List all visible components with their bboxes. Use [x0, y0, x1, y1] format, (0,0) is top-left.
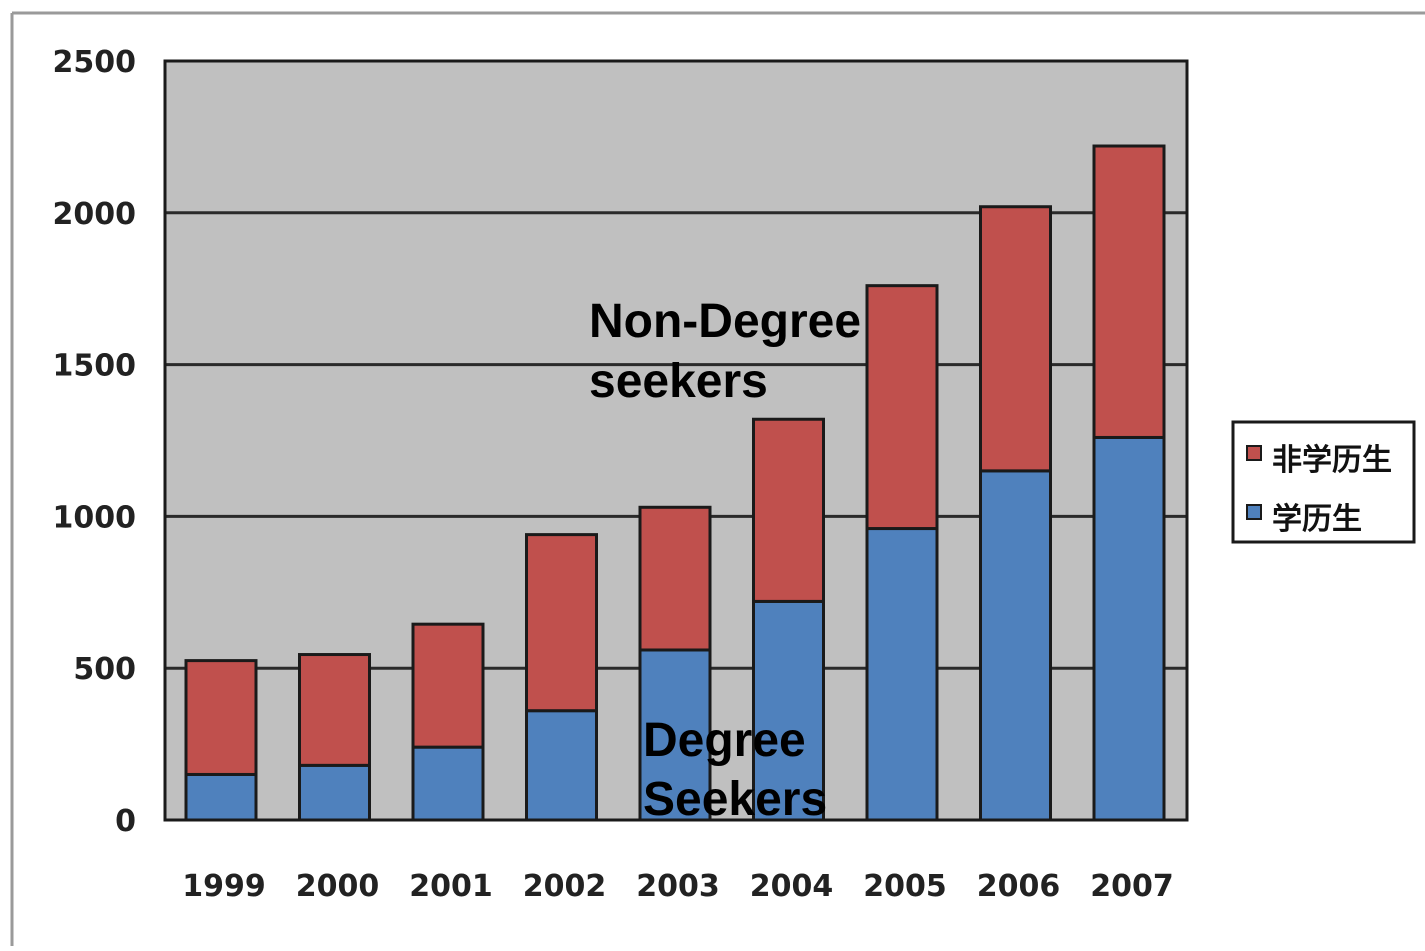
bar-non-degree-2006: [979, 205, 1052, 473]
legend: 非学历生 学历生: [1231, 420, 1416, 544]
y-tick-label-1000: 1000: [53, 500, 137, 535]
y-tick-label-1500: 1500: [53, 349, 137, 384]
annotation-non-degree-line1: Non-Degree: [589, 295, 861, 348]
bar-non-degree-2005: [865, 284, 939, 531]
bar-degree-2006: [979, 469, 1052, 822]
y-axis-ticks: 0 500 1000 1500 2000 2500: [53, 45, 137, 839]
x-tick-label-1999: 1999: [182, 869, 266, 904]
y-tick-label-2500: 2500: [53, 45, 137, 80]
y-tick-label-2000: 2000: [53, 197, 137, 232]
bar-degree-2002: [525, 709, 598, 822]
bar-non-degree-2001: [411, 622, 485, 749]
x-tick-label-2006: 2006: [977, 869, 1061, 904]
bar-non-degree-1999: [184, 659, 258, 776]
x-tick-label-2001: 2001: [409, 869, 493, 904]
legend-box: [1231, 420, 1416, 544]
annotation-non-degree-line2: seekers: [589, 355, 768, 408]
annotations: Non-Degree seekers Degree Seekers: [589, 295, 861, 826]
legend-label-degree: 学历生: [1272, 502, 1362, 537]
legend-swatch-degree: [1246, 504, 1262, 520]
x-tick-label-2000: 2000: [296, 869, 380, 904]
bar-degree-2007: [1092, 435, 1166, 822]
y-tick-label-500: 500: [73, 652, 136, 687]
bar-degree-2001: [411, 745, 485, 822]
bars: [184, 144, 1166, 822]
bar-degree-2003: [638, 648, 712, 822]
bar-non-degree-2002: [525, 533, 598, 713]
bar-non-degree-2000: [298, 653, 371, 767]
bar-non-degree-2004: [752, 417, 825, 603]
bar-degree-2005: [865, 527, 939, 822]
bar-degree-2000: [298, 763, 371, 822]
bar-non-degree-2007: [1092, 144, 1166, 439]
x-tick-label-2003: 2003: [636, 869, 720, 904]
legend-swatch-non-degree: [1246, 445, 1262, 461]
x-tick-label-2005: 2005: [863, 869, 947, 904]
x-tick-label-2007: 2007: [1090, 869, 1174, 904]
annotation-degree-line2: Seekers: [643, 773, 827, 826]
legend-label-non-degree: 非学历生: [1272, 443, 1392, 478]
annotation-degree-line1: Degree: [643, 714, 806, 767]
plot-border: [163, 59, 1189, 822]
bar-degree-1999: [184, 772, 258, 822]
y-tick-label-0: 0: [115, 804, 136, 839]
x-tick-label-2004: 2004: [750, 869, 834, 904]
bar-non-degree-2003: [638, 505, 712, 652]
x-axis-ticks: 1999 2000 2001 2002 2003 2004 2005 2006 2007: [182, 869, 1174, 904]
x-tick-label-2002: 2002: [523, 869, 607, 904]
